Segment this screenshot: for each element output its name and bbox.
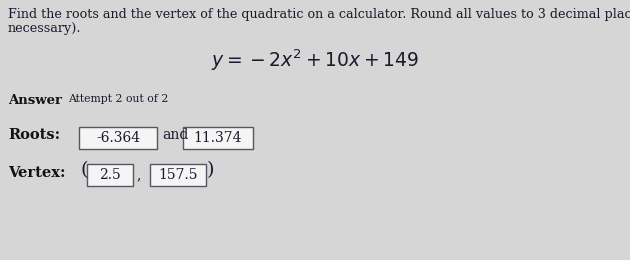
Text: necessary).: necessary). <box>8 22 81 35</box>
Text: ,: , <box>136 168 140 182</box>
Text: Find the roots and the vertex of the quadratic on a calculator. Round all values: Find the roots and the vertex of the qua… <box>8 8 630 21</box>
FancyBboxPatch shape <box>183 127 253 149</box>
FancyBboxPatch shape <box>87 164 133 186</box>
Text: $y = -2x^2 + 10x + 149$: $y = -2x^2 + 10x + 149$ <box>211 47 419 73</box>
Text: ): ) <box>207 161 214 179</box>
Text: Attempt 2 out of 2: Attempt 2 out of 2 <box>68 94 168 104</box>
Text: -6.364: -6.364 <box>96 131 140 145</box>
Text: 11.374: 11.374 <box>194 131 243 145</box>
Text: Vertex:: Vertex: <box>8 166 66 180</box>
Text: (: ( <box>81 161 89 179</box>
FancyBboxPatch shape <box>150 164 206 186</box>
Text: Answer: Answer <box>8 94 62 107</box>
FancyBboxPatch shape <box>79 127 157 149</box>
Text: 2.5: 2.5 <box>99 168 121 182</box>
Text: Roots:: Roots: <box>8 128 60 142</box>
Text: and: and <box>162 128 188 142</box>
Text: 157.5: 157.5 <box>158 168 198 182</box>
